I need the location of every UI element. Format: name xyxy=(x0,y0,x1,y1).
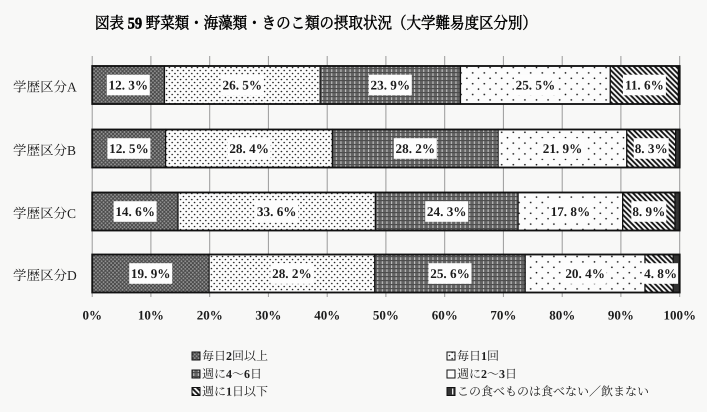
svg-text:20%: 20% xyxy=(197,308,223,323)
svg-text:週に2～3日: 週に2～3日 xyxy=(457,365,517,382)
svg-text:50%: 50% xyxy=(373,308,399,323)
svg-text:70%: 70% xyxy=(490,308,516,323)
svg-text:80%: 80% xyxy=(549,308,575,323)
svg-text:33. 6%: 33. 6% xyxy=(257,204,297,219)
svg-text:学歴区分C: 学歴区分C xyxy=(13,202,76,222)
svg-text:11. 6%: 11. 6% xyxy=(625,78,664,93)
svg-text:0%: 0% xyxy=(82,308,102,323)
svg-text:8. 9%: 8. 9% xyxy=(632,204,665,219)
svg-text:学歴区分D: 学歴区分D xyxy=(13,264,77,284)
svg-text:週に1日以下: 週に1日以下 xyxy=(202,382,268,399)
svg-text:23. 9%: 23. 9% xyxy=(371,78,411,93)
svg-text:学歴区分A: 学歴区分A xyxy=(13,75,77,95)
svg-text:毎日1回: 毎日1回 xyxy=(457,347,499,364)
svg-text:28. 4%: 28. 4% xyxy=(229,141,269,156)
svg-text:26. 5%: 26. 5% xyxy=(223,78,263,93)
svg-text:40%: 40% xyxy=(314,308,340,323)
svg-text:20. 4%: 20. 4% xyxy=(565,266,605,281)
svg-text:この食べものは食べない／飲まない: この食べものは食べない／飲まない xyxy=(457,382,649,399)
svg-text:12. 5%: 12. 5% xyxy=(109,141,149,156)
svg-text:30%: 30% xyxy=(255,308,281,323)
svg-text:28. 2%: 28. 2% xyxy=(272,266,312,281)
svg-text:図表 59 野菜類・海藻類・きのこ類の摂取状況（大学難易度区: 図表 59 野菜類・海藻類・きのこ類の摂取状況（大学難易度区分別） xyxy=(95,9,537,33)
svg-text:21. 9%: 21. 9% xyxy=(543,141,583,156)
svg-text:8. 3%: 8. 3% xyxy=(635,141,668,156)
svg-text:28. 2%: 28. 2% xyxy=(396,141,436,156)
svg-text:14. 6%: 14. 6% xyxy=(115,204,155,219)
svg-text:12. 3%: 12. 3% xyxy=(109,78,149,93)
svg-text:17. 8%: 17. 8% xyxy=(551,204,591,219)
svg-text:学歴区分B: 学歴区分B xyxy=(13,139,76,159)
svg-text:10%: 10% xyxy=(138,308,164,323)
svg-text:24. 3%: 24. 3% xyxy=(427,204,467,219)
svg-text:週に4～6日: 週に4～6日 xyxy=(202,365,262,382)
svg-text:90%: 90% xyxy=(608,308,634,323)
svg-text:毎日2回以上: 毎日2回以上 xyxy=(202,347,268,364)
svg-text:60%: 60% xyxy=(432,308,458,323)
svg-text:4. 8%: 4. 8% xyxy=(644,266,677,281)
svg-text:25. 6%: 25. 6% xyxy=(430,266,470,281)
svg-text:100%: 100% xyxy=(663,308,696,323)
svg-text:19. 9%: 19. 9% xyxy=(131,266,171,281)
svg-text:25. 5%: 25. 5% xyxy=(516,78,556,93)
